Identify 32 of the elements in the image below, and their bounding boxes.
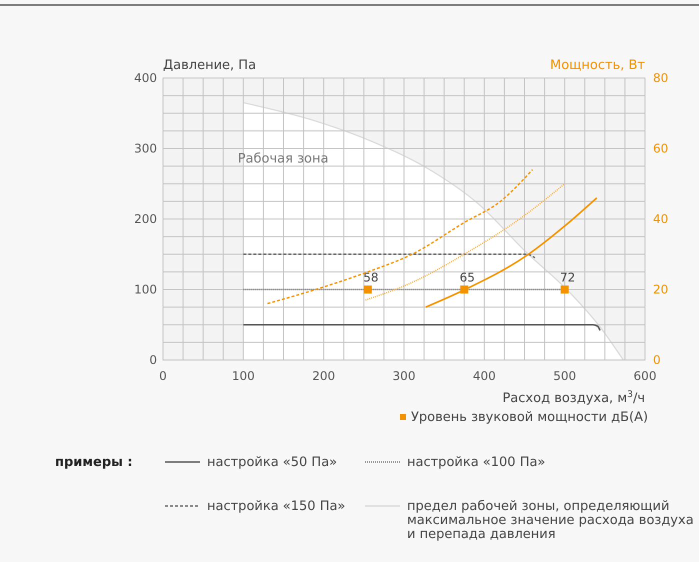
line-series <box>266 168 534 304</box>
x-tick-label: 100 <box>232 369 255 383</box>
y-tick-label: 0 <box>149 353 157 367</box>
y2-axis-title: Мощность, Вт <box>550 58 646 73</box>
legend-title: примеры : <box>55 455 133 470</box>
legend-label: настройка «50 Па» <box>207 455 338 470</box>
y-axis-title: Давление, Па <box>163 58 256 73</box>
y2-tick-label: 60 <box>653 142 668 156</box>
annotation: 65 <box>460 270 475 284</box>
legend-label: Уровень звуковой мощности дБ(А) <box>411 410 648 425</box>
y-tick-label: 100 <box>134 282 157 296</box>
x-tick-label: 500 <box>553 369 576 383</box>
x-tick-label: 200 <box>312 369 336 383</box>
x-tick-label: 0 <box>159 369 167 383</box>
annotation: 58 <box>363 270 378 284</box>
annotation: 72 <box>560 270 576 284</box>
y2-tick-label: 80 <box>653 71 668 85</box>
legend-label: настройка «100 Па» <box>407 455 546 470</box>
legend-label: настройка «150 Па» <box>207 499 346 514</box>
y-tick-label: 400 <box>134 71 157 85</box>
y2-tick-label: 20 <box>653 282 668 296</box>
y2-tick-label: 40 <box>653 212 668 226</box>
y-tick-label: 300 <box>134 142 157 156</box>
x-tick-label: 300 <box>392 369 416 383</box>
legend-label: предел рабочей зоны, определяющий максимальное значение расхода воздуха и перепада давления <box>407 499 694 542</box>
annotation: Рабочая зона <box>238 152 328 167</box>
y-tick-label: 200 <box>134 212 157 226</box>
x-tick-label: 400 <box>472 369 496 383</box>
x-tick-label: 600 <box>634 369 656 383</box>
y2-tick-label: 0 <box>653 353 661 367</box>
line-series <box>424 197 598 308</box>
x-axis-title: Расход воздуха, м$^{3}$/ч <box>502 390 645 406</box>
